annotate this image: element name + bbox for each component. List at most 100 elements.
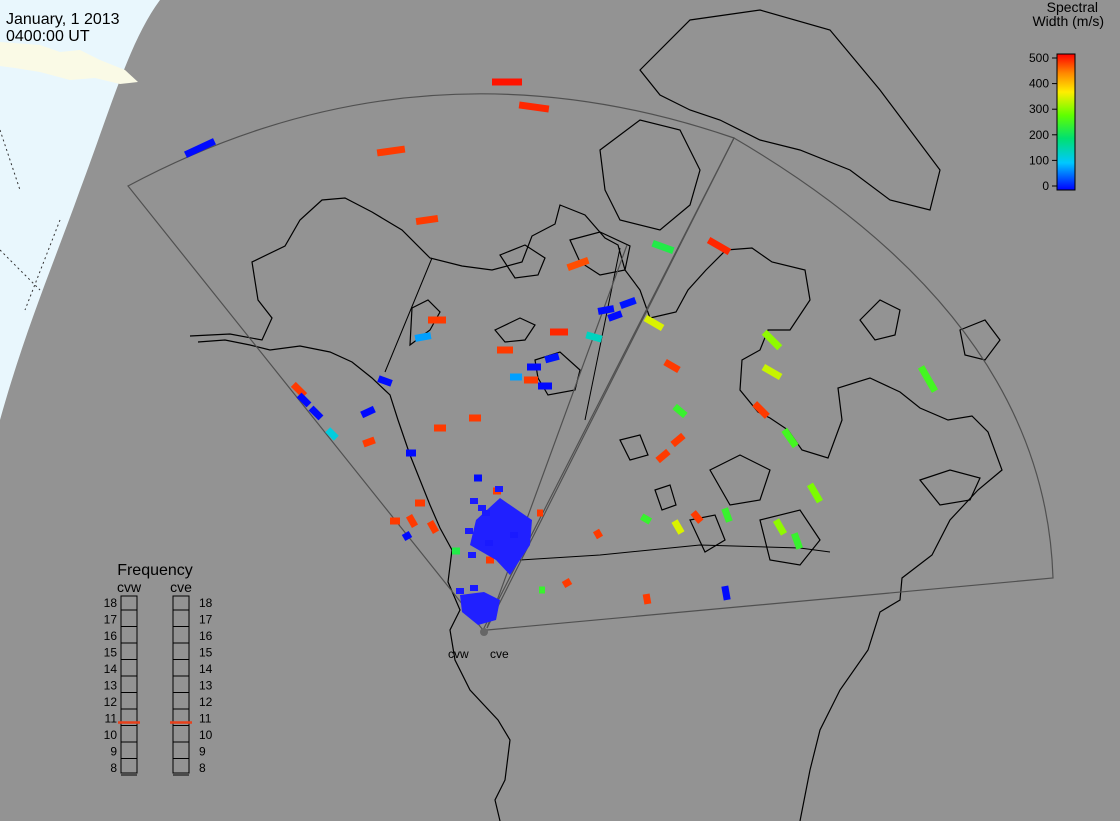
echo-cell (721, 585, 731, 601)
frequency-panel-cve-label: cve (170, 579, 192, 595)
daylight-region (0, 0, 160, 420)
echo-cell (643, 314, 665, 332)
echo-cell (296, 392, 312, 408)
echo-cell (806, 482, 824, 504)
echo-cell (376, 145, 406, 157)
fov-outlines (127, 93, 1054, 631)
colorbar-title-2: Width (m/s) (1032, 13, 1104, 29)
echo-cell (544, 352, 560, 364)
echo-cell (510, 532, 518, 538)
frequency-tick-label: 16 (104, 629, 118, 643)
frequency-panels: 18 17 16 15 14 13 12 11 10 9 8 18 17 16 15 14 13 12 11 10 9 8 (104, 595, 213, 776)
echo-cell (414, 332, 432, 342)
echo-cell (761, 329, 783, 351)
echo-cell (518, 101, 550, 113)
echo-cell (415, 215, 439, 225)
frequency-tick-label: 11 (199, 712, 212, 726)
frequency-tick-label: 9 (110, 745, 117, 759)
terminator-dotted (0, 129, 61, 311)
radar-site-marker (480, 628, 488, 636)
frequency-tick-label: 11 (105, 712, 118, 726)
echo-cell (706, 236, 732, 256)
colorbar-tick-label: 500 (1029, 51, 1049, 65)
frequency-tick-label: 18 (199, 596, 213, 610)
echo-cell (781, 427, 799, 449)
colorbar-tick-label: 300 (1029, 102, 1049, 116)
time-label: 0400:00 UT (6, 28, 90, 45)
frequency-panel-cvw-label: cvw (117, 579, 142, 595)
frequency-tick-label: 8 (110, 761, 117, 775)
colorbar-ticks: 500 400 300 200 100 0 (1029, 51, 1057, 193)
colorbar-tick-label: 200 (1029, 128, 1049, 142)
echo-cell (495, 486, 503, 492)
echo-cell (917, 365, 939, 393)
colorbar-tick-label: 100 (1029, 153, 1049, 167)
echo-cell (672, 403, 688, 419)
echo-cell (651, 239, 675, 255)
echo-cell (561, 577, 573, 589)
echo-cell (470, 498, 478, 504)
echo-cell (772, 518, 788, 536)
echo-cell (290, 381, 308, 399)
echo-cell (597, 305, 615, 315)
frequency-panel-box (120, 595, 138, 774)
frequency-tick-label: 14 (104, 662, 118, 676)
frequency-title: Frequency (117, 562, 193, 579)
echo-cell (482, 510, 490, 516)
echo-cell (752, 401, 770, 419)
echo-cell (470, 585, 478, 591)
radar-label-cve: cve (490, 647, 509, 661)
frequency-tick-label: 9 (199, 745, 206, 759)
frequency-tick-label: 12 (104, 695, 118, 709)
echo-cell (485, 540, 493, 546)
echo-cell (566, 256, 590, 272)
boundaries (384, 247, 831, 561)
echo-cell (426, 520, 440, 534)
echo-cell (585, 331, 603, 343)
echo-cell (377, 375, 393, 387)
frequency-tick-label: 16 (199, 629, 213, 643)
echo-cell (401, 530, 413, 542)
frequency-tick-label: 13 (199, 679, 213, 693)
echo-cell (478, 505, 486, 511)
frequency-tick-label: 17 (199, 613, 213, 627)
frequency-tick-label: 18 (104, 596, 118, 610)
echo-cluster (460, 592, 500, 625)
frequency-tick-label: 10 (199, 728, 213, 742)
frequency-panel-box (172, 595, 190, 774)
echo-cell (761, 363, 783, 381)
echo-cell (592, 528, 604, 540)
echo-cell (619, 296, 637, 310)
echo-cell (671, 519, 685, 535)
echo-cell (405, 514, 419, 528)
colorbar-tick-label: 400 (1029, 77, 1049, 91)
date-label: January, 1 2013 (6, 11, 120, 28)
echo-cell (325, 427, 339, 441)
echo-cell (790, 532, 804, 550)
echo-cell (639, 513, 653, 525)
echo-cell (184, 138, 216, 158)
frequency-tick-label: 15 (199, 646, 213, 660)
echo-cluster (470, 498, 532, 575)
echo-cell (360, 405, 376, 419)
echo-cell (308, 405, 324, 421)
echo-cell (670, 432, 686, 448)
frequency-tick-label: 12 (199, 695, 213, 709)
colorbar-tick-label: 0 (1042, 179, 1049, 193)
frequency-tick-label: 13 (104, 679, 118, 693)
scatter-echoes (184, 78, 939, 625)
echo-cell (655, 448, 671, 464)
echo-cell (456, 588, 464, 594)
echo-cell (468, 552, 476, 558)
frequency-tick-label: 17 (104, 613, 118, 627)
frequency-tick-label: 10 (104, 728, 118, 742)
frequency-tick-label: 8 (199, 761, 206, 775)
frequency-tick-label: 14 (199, 662, 213, 676)
echo-cell (362, 436, 376, 448)
echo-cell (690, 510, 704, 524)
echo-cell (607, 310, 623, 322)
frequency-tick-label: 15 (104, 646, 118, 660)
echo-cell (721, 507, 733, 523)
echo-cell (465, 528, 473, 534)
